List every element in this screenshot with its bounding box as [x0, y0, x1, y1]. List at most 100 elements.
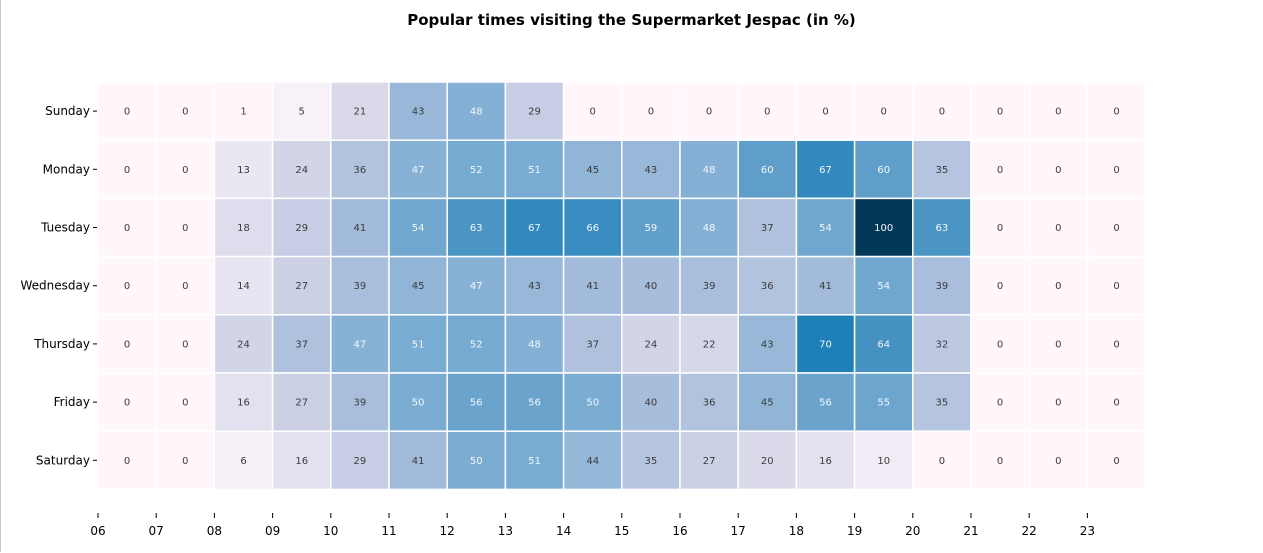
cell-value-label: 24	[237, 339, 250, 350]
cell-value-label: 44	[586, 456, 599, 467]
cell-value-label: 51	[528, 165, 541, 176]
cell-value-label: 36	[703, 398, 716, 409]
heatmap-cell	[504, 139, 565, 200]
cell-value-label: 0	[648, 107, 654, 118]
cell-value-label: 0	[182, 107, 188, 118]
cell-value-label: 35	[645, 456, 658, 467]
heatmap-cell	[271, 197, 332, 258]
cell-value-label: 48	[703, 223, 716, 234]
heatmap-cell	[912, 197, 972, 258]
cell-value-label: 0	[1113, 107, 1119, 118]
heatmap-cell	[1086, 372, 1147, 432]
cell-value-label: 43	[645, 165, 658, 176]
cell-value-label: 52	[470, 339, 483, 350]
x-tick-label: 07	[149, 524, 164, 538]
cell-value-label: 45	[586, 165, 599, 176]
y-tick-label: Monday	[43, 162, 90, 176]
heatmap-cell	[388, 314, 448, 374]
x-tick-label: 19	[847, 524, 862, 538]
cell-value-label: 0	[1055, 281, 1061, 292]
heatmap-cell	[330, 372, 390, 432]
cell-value-label: 0	[881, 107, 887, 118]
heatmap-cell	[1028, 430, 1089, 491]
cell-value-label: 48	[470, 107, 483, 118]
cell-value-label: 0	[1055, 223, 1061, 234]
cell-value-label: 0	[182, 165, 188, 176]
cell-value-label: 67	[528, 223, 541, 234]
cell-value-label: 39	[354, 281, 367, 292]
cell-value-label: 41	[354, 223, 367, 234]
heatmap-cell	[330, 430, 390, 491]
heatmap-cell	[388, 430, 448, 491]
cell-value-label: 0	[1055, 398, 1061, 409]
cell-value-label: 24	[645, 339, 658, 350]
heatmap-cell	[97, 255, 157, 316]
cell-value-label: 27	[703, 456, 716, 467]
heatmap-cell	[737, 81, 798, 141]
x-tick-label: 18	[789, 524, 804, 538]
heatmap-cell	[737, 372, 798, 432]
cell-value-label: 43	[528, 281, 541, 292]
cell-value-label: 16	[295, 456, 308, 467]
cell-value-label: 39	[936, 281, 949, 292]
cell-value-label: 0	[182, 456, 188, 467]
cell-value-label: 47	[354, 339, 367, 350]
cell-value-label: 0	[182, 339, 188, 350]
heatmap-cell	[1086, 81, 1147, 141]
cell-value-label: 0	[997, 223, 1003, 234]
heatmap-cell	[737, 430, 798, 491]
x-tick-label: 16	[672, 524, 687, 538]
heatmap-cell	[1086, 139, 1147, 200]
cell-value-label: 41	[819, 281, 832, 292]
x-tick-label: 13	[498, 524, 513, 538]
cell-value-label: 47	[412, 165, 425, 176]
cell-value-label: 20	[761, 456, 774, 467]
x-tick-label: 22	[1022, 524, 1037, 538]
heatmap-cell	[912, 81, 972, 141]
cell-value-label: 45	[761, 398, 774, 409]
cell-value-label: 0	[997, 165, 1003, 176]
heatmap-cell	[155, 139, 216, 200]
cell-value-label: 52	[470, 165, 483, 176]
heatmap-cell	[1028, 197, 1089, 258]
cell-value-label: 37	[761, 223, 774, 234]
cell-value-label: 22	[703, 339, 716, 350]
heatmap-cell	[504, 430, 565, 491]
cell-value-label: 0	[1055, 339, 1061, 350]
x-tick-label: 21	[963, 524, 978, 538]
cell-value-label: 55	[877, 398, 890, 409]
cell-value-label: 41	[412, 456, 425, 467]
heatmap-cell	[1086, 197, 1147, 258]
heatmap-cell	[679, 255, 739, 316]
heatmap-cell	[853, 255, 914, 316]
cell-value-label: 43	[412, 107, 425, 118]
cell-value-label: 51	[412, 339, 425, 350]
x-tick-label: 12	[440, 524, 455, 538]
cell-value-label: 21	[354, 107, 367, 118]
cell-value-label: 40	[645, 281, 658, 292]
cell-value-label: 48	[703, 165, 716, 176]
heatmap-cell	[213, 314, 274, 374]
heatmap-cell	[388, 139, 448, 200]
heatmap-cell	[737, 255, 798, 316]
heatmap-cell	[504, 197, 565, 258]
heatmap-cell	[562, 255, 623, 316]
cell-value-label: 0	[1055, 107, 1061, 118]
cell-value-label: 39	[354, 398, 367, 409]
cell-value-label: 16	[819, 456, 832, 467]
heatmap-cell	[504, 314, 565, 374]
x-tick-label: 23	[1080, 524, 1095, 538]
heatmap-cell	[737, 139, 798, 200]
heatmap-cell	[330, 197, 390, 258]
heatmap-cell	[504, 372, 565, 432]
heatmap-cell	[213, 139, 274, 200]
cell-value-label: 1	[240, 107, 246, 118]
heatmap-cell	[1086, 430, 1147, 491]
x-tick-label: 17	[731, 524, 746, 538]
cell-value-label: 0	[1113, 456, 1119, 467]
cell-value-label: 35	[936, 165, 949, 176]
cell-value-label: 63	[470, 223, 483, 234]
cell-value-label: 39	[703, 281, 716, 292]
heatmap-cell	[1028, 372, 1089, 432]
x-tick-label: 08	[207, 524, 222, 538]
